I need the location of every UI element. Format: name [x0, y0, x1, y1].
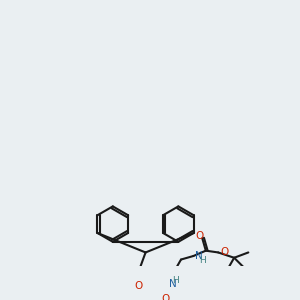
Text: O: O: [162, 294, 170, 300]
Text: O: O: [221, 248, 229, 257]
Text: O: O: [196, 231, 204, 241]
Text: N: N: [169, 279, 176, 289]
Text: H: H: [199, 256, 206, 265]
Text: H: H: [172, 276, 179, 285]
Text: O: O: [134, 281, 142, 291]
Text: N: N: [195, 251, 203, 261]
